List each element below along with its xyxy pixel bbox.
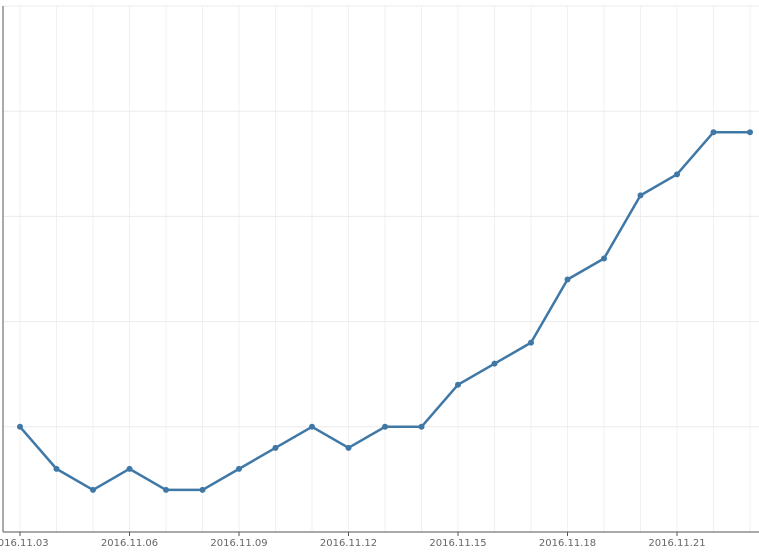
point: [90, 486, 96, 493]
point: [236, 465, 242, 472]
point: [455, 381, 461, 388]
point: [17, 423, 23, 430]
point: [418, 423, 425, 430]
point: [601, 255, 607, 262]
x-tick-label: 2016.11.21: [648, 538, 705, 549]
point: [309, 423, 315, 430]
point: [53, 465, 60, 472]
x-tick-label: 2016.11.06: [101, 538, 158, 549]
x-tick-label: 2016.11.15: [429, 538, 486, 549]
point: [674, 171, 680, 178]
x-tick-label: 2016.11.12: [320, 538, 377, 549]
x-tick-label: 2016.11.18: [539, 538, 596, 549]
point: [163, 486, 169, 493]
point: [126, 465, 133, 472]
point: [747, 129, 753, 136]
x-tick-label: 2016.11.09: [210, 538, 267, 549]
point: [564, 276, 571, 283]
point: [382, 423, 388, 430]
point: [637, 192, 644, 199]
point: [528, 339, 534, 346]
point: [272, 444, 279, 451]
x-tick-label: 2016.11.03: [0, 538, 49, 549]
point: [345, 444, 352, 451]
point: [199, 486, 206, 493]
point: [710, 129, 717, 136]
point: [491, 360, 498, 367]
